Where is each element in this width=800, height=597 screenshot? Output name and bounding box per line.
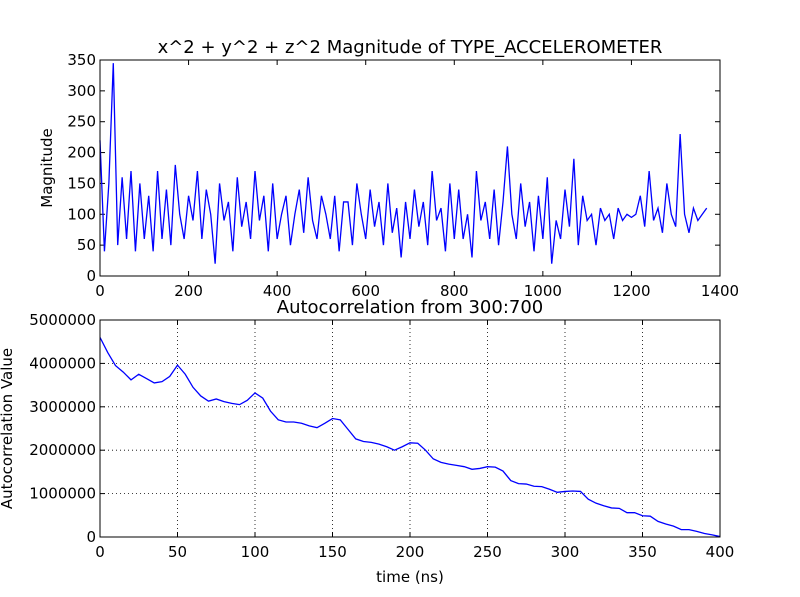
x-tick-label: 800 <box>440 282 469 300</box>
plot-frame <box>99 59 721 277</box>
x-axis-label: time (ns) <box>376 568 444 586</box>
x-tick-label: 100 <box>241 543 270 561</box>
plot-frame <box>99 319 721 538</box>
y-tick-label: 100 <box>67 205 96 223</box>
x-tick-label: 400 <box>706 543 735 561</box>
y-tick-label: 300 <box>67 82 96 100</box>
x-tick-label: 600 <box>351 282 380 300</box>
y-tick-label: 150 <box>67 174 96 192</box>
y-tick-label: 0 <box>86 528 96 546</box>
y-tick-label: 250 <box>67 113 96 131</box>
y-tick-label: 50 <box>77 236 96 254</box>
x-tick-label: 300 <box>551 543 580 561</box>
x-tick-label: 1400 <box>701 282 739 300</box>
x-tick-label: 0 <box>95 282 105 300</box>
y-tick-label: 350 <box>67 51 96 69</box>
y-axis-label: Autocorrelation Value <box>0 348 16 509</box>
chart-title: x^2 + y^2 + z^2 Magnitude of TYPE_ACCELE… <box>158 37 663 58</box>
x-tick-label: 200 <box>174 282 203 300</box>
y-tick-label: 200 <box>67 144 96 162</box>
data-line <box>99 337 721 538</box>
y-axis-label: Magnitude <box>38 128 56 207</box>
y-tick-label: 5000000 <box>29 311 96 329</box>
x-tick-label: 50 <box>168 543 187 561</box>
y-tick-label: 2000000 <box>29 441 96 459</box>
y-tick-label: 3000000 <box>29 398 96 416</box>
y-tick-label: 1000000 <box>29 485 96 503</box>
x-tick-label: 200 <box>396 543 425 561</box>
x-tick-label: 1200 <box>612 282 650 300</box>
x-tick-label: 250 <box>473 543 502 561</box>
x-tick-label: 350 <box>628 543 657 561</box>
y-tick-label: 4000000 <box>29 354 96 372</box>
chart-title: Autocorrelation from 300:700 <box>277 297 543 318</box>
data-line <box>99 63 708 264</box>
x-tick-label: 0 <box>95 543 105 561</box>
x-tick-label: 400 <box>263 282 292 300</box>
x-tick-label: 150 <box>318 543 347 561</box>
x-tick-label: 1000 <box>524 282 562 300</box>
y-tick-label: 0 <box>86 267 96 285</box>
